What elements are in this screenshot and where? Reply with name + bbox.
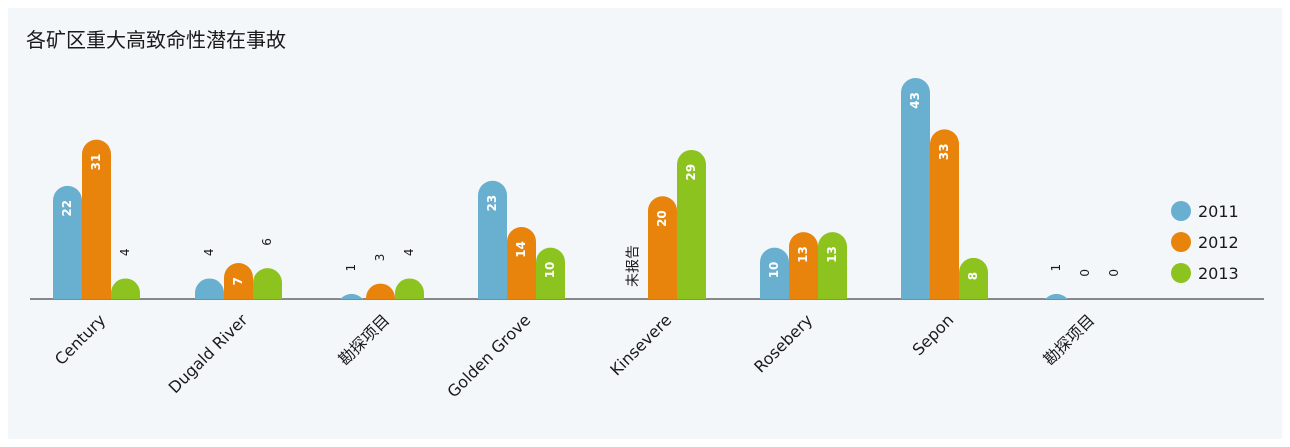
- bar: [677, 149, 706, 299]
- chart-title: 各矿区重大高致命性潜在事故: [26, 28, 286, 52]
- bar: [760, 247, 789, 299]
- legend-label: 2012: [1198, 233, 1239, 252]
- x-tick-label: Rosebery: [750, 310, 816, 376]
- data-label: 43: [908, 92, 922, 109]
- data-label: 33: [937, 143, 951, 160]
- data-label: 13: [796, 246, 810, 263]
- data-label: 0: [1078, 269, 1092, 277]
- bar: [224, 263, 253, 299]
- bar: [648, 196, 677, 299]
- data-label: 7: [231, 277, 245, 285]
- data-label: 13: [825, 246, 839, 263]
- data-label: 10: [767, 262, 781, 279]
- bar: [818, 232, 847, 299]
- data-label: 31: [89, 154, 103, 171]
- data-label: 14: [514, 241, 528, 258]
- bar: [111, 278, 140, 299]
- data-label: 22: [60, 200, 74, 217]
- annotation-label: 未报告: [626, 245, 642, 287]
- bar: [53, 185, 82, 299]
- x-tick-label: Sepon: [908, 310, 957, 359]
- data-label: 1: [344, 264, 358, 272]
- data-label: 6: [260, 238, 274, 246]
- data-label: 10: [543, 262, 557, 279]
- legend-label: 2011: [1198, 202, 1239, 221]
- data-label: 4: [202, 248, 216, 256]
- data-label: 4: [402, 248, 416, 256]
- bar: [507, 227, 536, 299]
- bar: [366, 283, 395, 299]
- data-label: 20: [655, 210, 669, 227]
- bar: [195, 278, 224, 299]
- data-label: 4: [118, 248, 132, 256]
- data-label: 0: [1107, 269, 1121, 277]
- bar: [789, 232, 818, 299]
- bar: [395, 278, 424, 299]
- bar: [959, 257, 988, 299]
- bar: [901, 78, 930, 299]
- data-label: 23: [485, 195, 499, 212]
- chart-card: 各矿区重大高致命性潜在事故 22 4 1 23 10 43 1 31 7 3 14 20 13 33 0 4 6…: [8, 8, 1282, 439]
- data-label: 29: [684, 164, 698, 181]
- x-tick-label: Kinsevere: [606, 310, 675, 379]
- x-tick-label: 勘探项目: [1040, 310, 1099, 369]
- x-tick-label: Century: [51, 310, 109, 368]
- data-label: 3: [373, 254, 387, 262]
- data-label: 1: [1049, 264, 1063, 272]
- bar: [930, 129, 959, 299]
- bar: [340, 293, 363, 299]
- bar: [478, 180, 507, 299]
- x-tick-label: Dugald River: [165, 310, 252, 397]
- legend-label: 2013: [1198, 264, 1239, 283]
- x-tick-label: 勘探项目: [335, 310, 394, 369]
- legend-swatch: [1171, 263, 1191, 283]
- x-tick-label: Golden Grove: [443, 310, 534, 401]
- bar: [536, 247, 565, 299]
- bar: [82, 139, 111, 299]
- bar: [253, 268, 282, 299]
- legend-swatch: [1171, 201, 1191, 221]
- legend-swatch: [1171, 232, 1191, 252]
- bar: [1045, 293, 1068, 299]
- data-label: 8: [966, 272, 980, 280]
